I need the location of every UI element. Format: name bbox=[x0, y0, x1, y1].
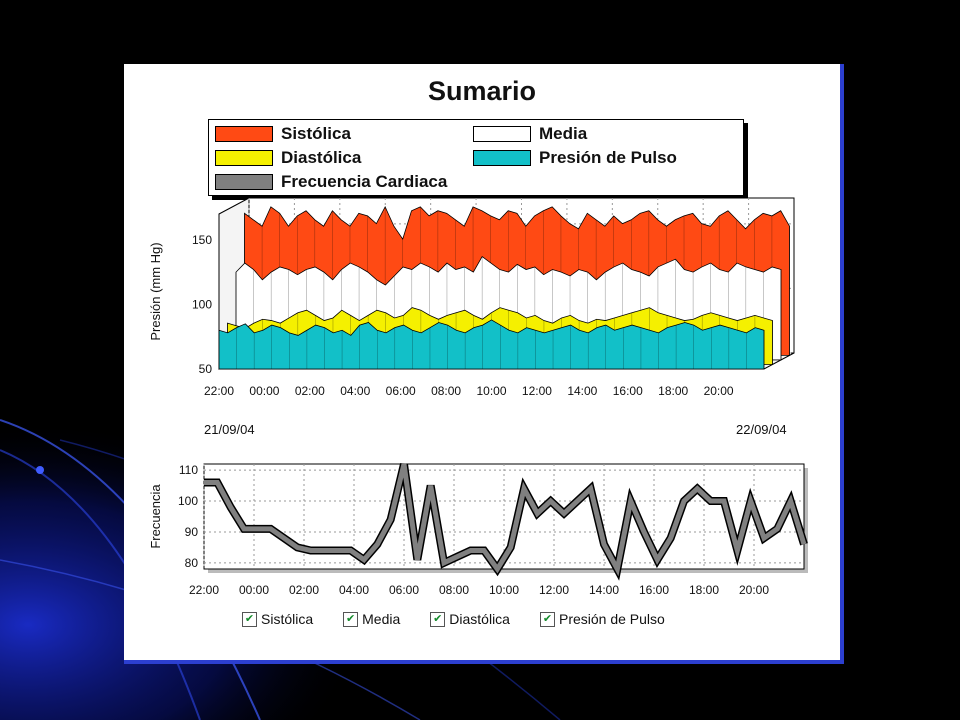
y-axis-title: Presión (mm Hg) bbox=[148, 242, 163, 340]
x-tick-label: 22:00 bbox=[189, 583, 219, 597]
x-tick-label: 12:00 bbox=[539, 583, 569, 597]
legend-item-sistolica: Sistólica bbox=[215, 124, 351, 144]
legend-item-diastolica: Diastólica bbox=[215, 148, 361, 168]
legend-swatch bbox=[473, 126, 531, 142]
date-start: 21/09/04 bbox=[204, 422, 255, 437]
toggle-sistolica[interactable]: ✔ Sistólica bbox=[242, 611, 313, 627]
summary-panel: Sumario Sistólica Media Diastólica Presi… bbox=[124, 64, 844, 664]
legend-label: Diastólica bbox=[281, 148, 362, 167]
toggle-label: Media bbox=[362, 611, 401, 627]
x-tick-label: 00:00 bbox=[249, 384, 279, 398]
x-tick-label: 14:00 bbox=[567, 384, 597, 398]
legend-swatch bbox=[215, 174, 273, 190]
y-tick-label: 100 bbox=[178, 494, 198, 508]
x-tick-label: 04:00 bbox=[339, 583, 369, 597]
y-tick-label: 80 bbox=[185, 556, 199, 570]
legend-label: Sistólica bbox=[281, 124, 351, 143]
x-tick-label: 16:00 bbox=[639, 583, 669, 597]
checkbox-icon[interactable]: ✔ bbox=[539, 611, 555, 627]
x-tick-label: 08:00 bbox=[439, 583, 469, 597]
x-tick-label: 06:00 bbox=[386, 384, 416, 398]
y-tick-label: 90 bbox=[185, 525, 199, 539]
pressure-chart: 50 100 150 22:00 00:00 02:00 04:00 06:00 08:00 10… bbox=[148, 197, 795, 398]
x-tick-label: 06:00 bbox=[389, 583, 419, 597]
toggle-label: Presión de Pulso bbox=[558, 611, 665, 627]
x-tick-label: 18:00 bbox=[689, 583, 719, 597]
x-tick-label: 08:00 bbox=[431, 384, 461, 398]
x-tick-label: 10:00 bbox=[489, 583, 519, 597]
toggle-diastolica[interactable]: ✔ Diastólica bbox=[430, 611, 510, 627]
x-tick-label: 14:00 bbox=[589, 583, 619, 597]
x-tick-label: 20:00 bbox=[739, 583, 769, 597]
y-axis-title: Frecuencia bbox=[148, 484, 163, 549]
legend-label: Presión de Pulso bbox=[539, 148, 677, 167]
y-tick-label: 110 bbox=[179, 463, 198, 477]
series-toggles: ✔ Sistólica ✔ Media ✔ Diastólica ✔ Presi… bbox=[242, 611, 695, 627]
x-tick-label: 20:00 bbox=[704, 384, 734, 398]
x-tick-label: 22:00 bbox=[204, 384, 234, 398]
x-tick-label: 00:00 bbox=[239, 583, 269, 597]
x-tick-label: 02:00 bbox=[295, 384, 325, 398]
x-tick-label: 10:00 bbox=[476, 384, 506, 398]
frequency-chart: 22:00 00:00 02:00 04:00 06:00 08:00 10:00 12:00… bbox=[148, 463, 808, 597]
legend-item-media: Media bbox=[473, 124, 587, 144]
legend-label: Media bbox=[539, 124, 588, 143]
series-3 bbox=[218, 319, 765, 370]
toggle-label: Sistólica bbox=[261, 611, 314, 627]
checkbox-icon[interactable]: ✔ bbox=[430, 611, 446, 627]
x-tick-label: 04:00 bbox=[340, 384, 370, 398]
toggle-media[interactable]: ✔ Media bbox=[343, 611, 400, 627]
x-tick-label: 16:00 bbox=[613, 384, 643, 398]
legend-item-frecuencia: Frecuencia Cardiaca bbox=[215, 172, 447, 192]
toggle-presion-pulso[interactable]: ✔ Presión de Pulso bbox=[539, 611, 665, 627]
legend-swatch bbox=[473, 150, 531, 166]
area-series bbox=[218, 319, 765, 370]
legend: Sistólica Media Diastólica Presión de Pu… bbox=[208, 119, 744, 196]
y-tick-label: 50 bbox=[199, 362, 213, 376]
x-tick-label: 12:00 bbox=[522, 384, 552, 398]
toggle-label: Diastólica bbox=[449, 611, 510, 627]
y-tick-label: 150 bbox=[192, 233, 212, 247]
legend-label: Frecuencia Cardiaca bbox=[281, 172, 448, 191]
y-tick-label: 100 bbox=[192, 297, 212, 311]
x-tick-label: 18:00 bbox=[658, 384, 688, 398]
legend-swatch bbox=[215, 126, 273, 142]
legend-swatch bbox=[215, 150, 273, 166]
checkbox-icon[interactable]: ✔ bbox=[242, 611, 257, 627]
legend-item-presion-pulso: Presión de Pulso bbox=[473, 148, 677, 168]
x-tick-label: 02:00 bbox=[289, 583, 319, 597]
date-end: 22/09/04 bbox=[736, 422, 787, 437]
line-series bbox=[204, 463, 807, 577]
checkbox-icon[interactable]: ✔ bbox=[343, 611, 359, 627]
chart-title: Sumario bbox=[427, 76, 537, 106]
